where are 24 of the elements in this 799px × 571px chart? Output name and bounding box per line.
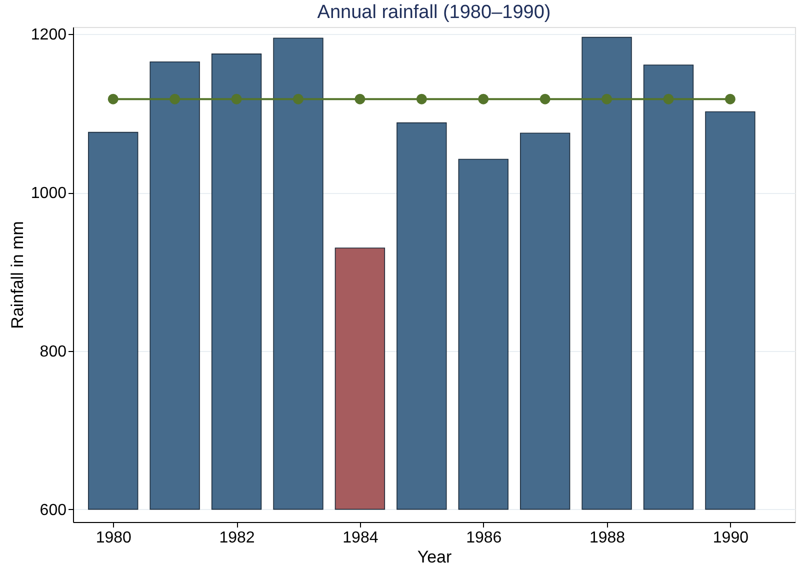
- bar: [211, 54, 262, 510]
- x-tick-label: 1990: [712, 530, 749, 546]
- bar: [643, 64, 694, 510]
- bar: [88, 132, 138, 510]
- x-tick-label: 1982: [219, 530, 255, 546]
- chart-title: Annual rainfall (1980–1990): [317, 2, 551, 24]
- bar: [520, 132, 570, 510]
- bar: [273, 38, 324, 510]
- x-tick-label: 1984: [342, 530, 378, 546]
- bar: [705, 111, 756, 510]
- y-tick-label: 1200: [30, 26, 67, 44]
- x-tick-label: 1980: [96, 530, 132, 546]
- bar: [582, 36, 632, 510]
- y-tick-label: 600: [40, 502, 67, 519]
- bar: [150, 61, 200, 510]
- bar: [396, 122, 447, 510]
- bar: [458, 158, 508, 510]
- bar: [334, 248, 386, 510]
- x-tick-label: 1986: [466, 530, 502, 546]
- x-axis-title: Year: [417, 548, 452, 566]
- y-axis-title: Rainfall in mm: [8, 221, 27, 329]
- x-tick-label: 1988: [589, 530, 626, 546]
- y-tick-label: 1000: [30, 185, 67, 202]
- y-tick-label: 800: [40, 343, 67, 360]
